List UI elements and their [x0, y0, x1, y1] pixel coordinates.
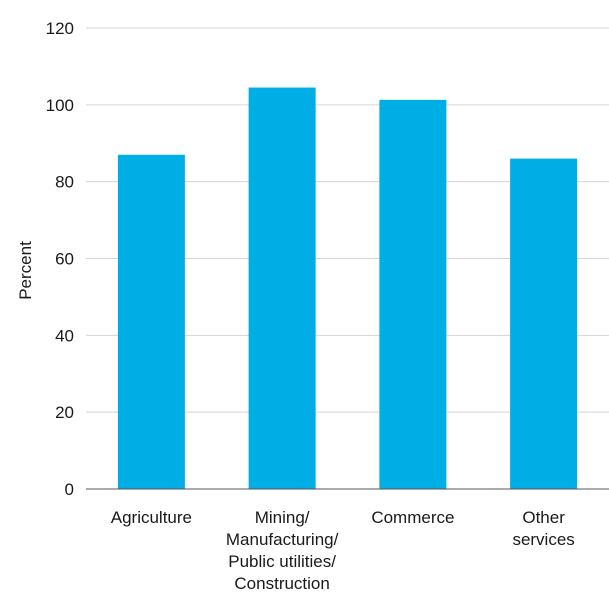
y-tick-label-100: 100 — [46, 96, 74, 115]
y-tick-label-60: 60 — [55, 250, 74, 269]
y-tick-label-120: 120 — [46, 19, 74, 38]
y-tick-labels: 0 20 40 60 80 100 120 — [46, 19, 74, 499]
y-tick-label-40: 40 — [55, 326, 74, 345]
bars — [117, 87, 578, 489]
y-tick-label-0: 0 — [65, 480, 74, 499]
x-category-label-3: Other services — [512, 508, 574, 549]
y-tick-label-20: 20 — [55, 403, 74, 422]
y-axis-title: Percent — [16, 241, 35, 300]
bar-0 — [117, 154, 185, 489]
bar-3 — [510, 158, 578, 489]
bar-2 — [379, 99, 447, 489]
x-category-label-1: Mining/Manufacturing/Public utilities/Co… — [226, 508, 339, 593]
bar-1 — [248, 87, 316, 489]
x-category-labels: Agriculture Mining/Manufacturing/Public u… — [111, 508, 575, 593]
x-category-label-0: Agriculture — [111, 508, 192, 527]
x-category-label-2: Commerce — [371, 508, 454, 527]
y-tick-label-80: 80 — [55, 173, 74, 192]
